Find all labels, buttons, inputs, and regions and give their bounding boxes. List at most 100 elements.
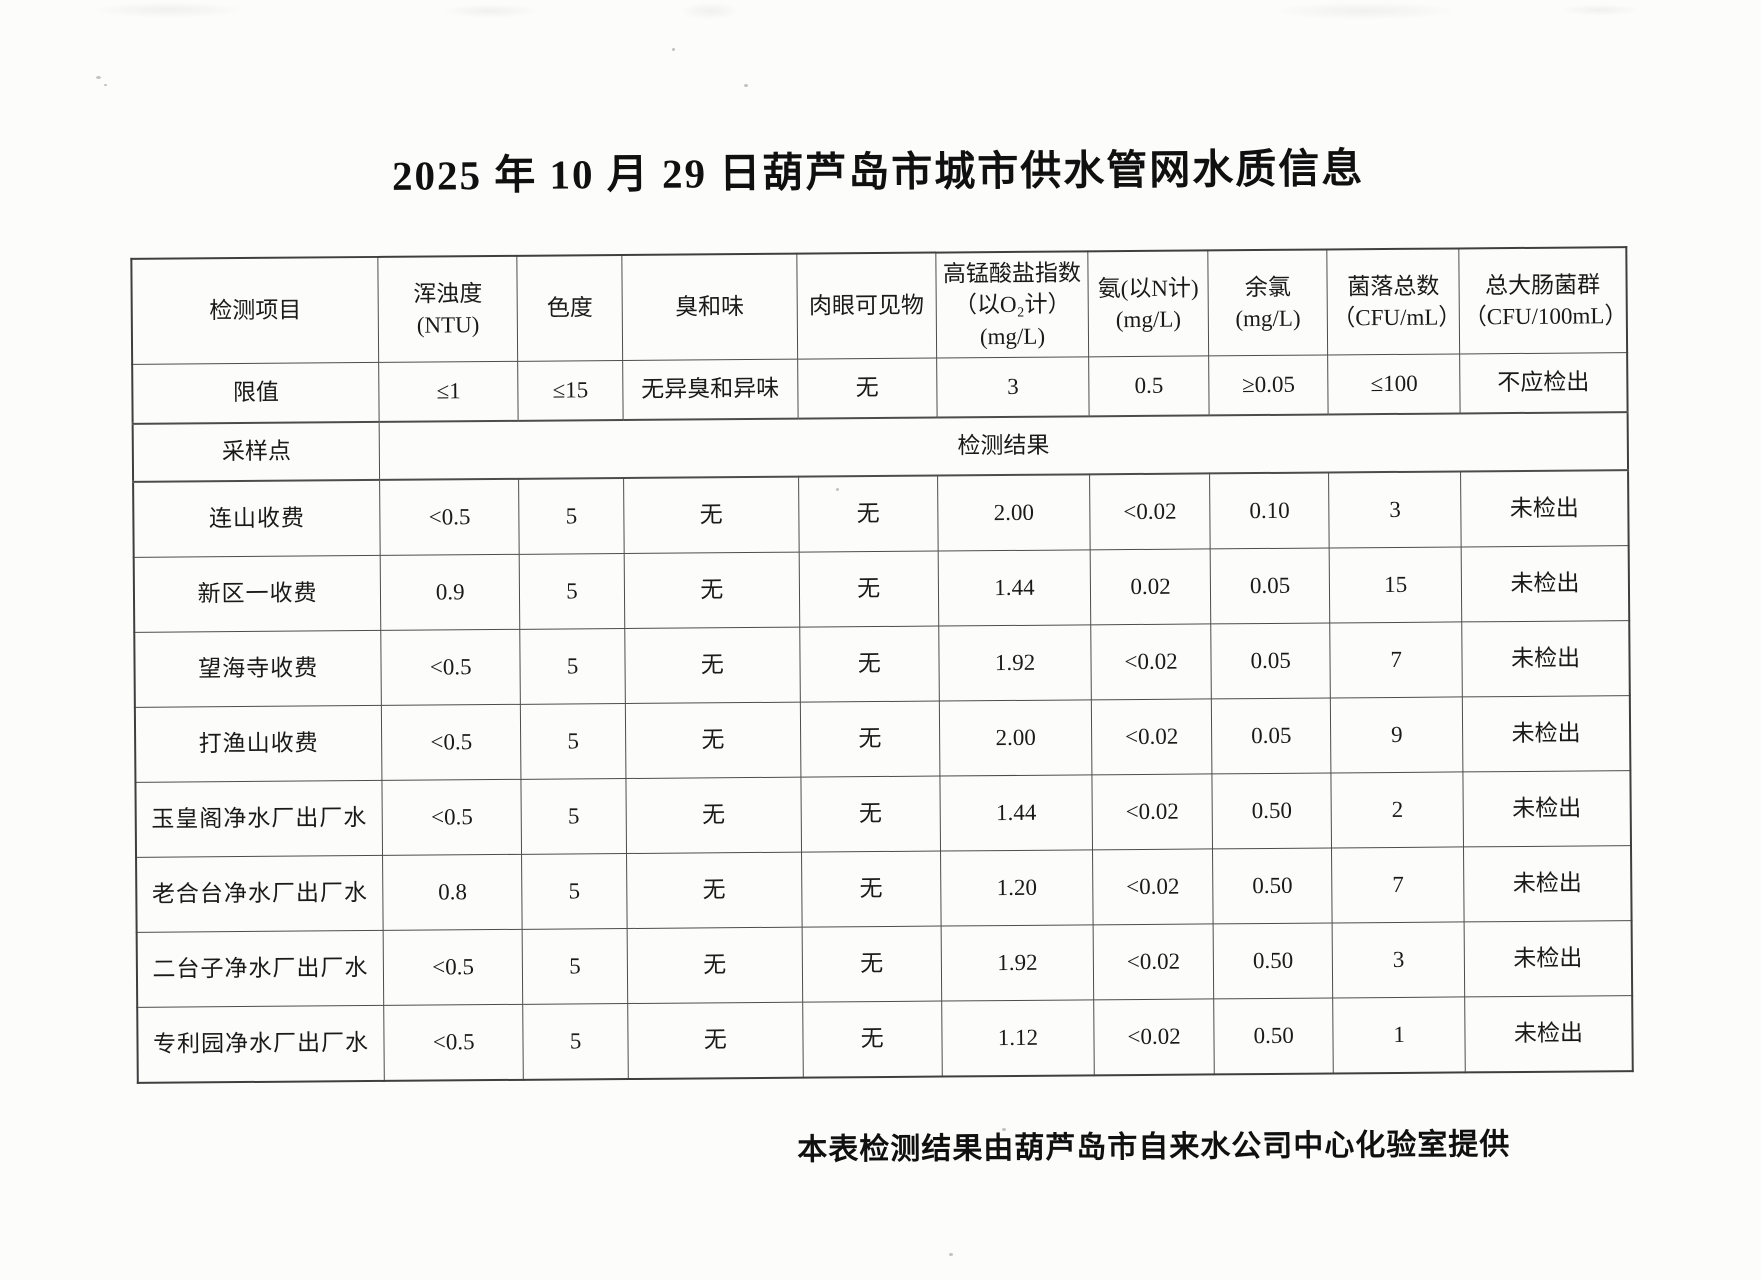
result-cell-7-8: 未检出 [1464,995,1633,1073]
result-cell-5-2: 无 [626,852,802,929]
table-row-7: 专利园净水厂出厂水 <0.5 5 无无 1.12 <0.02 0.50 1 未检出 [137,995,1633,1083]
header-cell-param-4: 高锰酸盐指数 （以O₂计） (mg/L) [935,251,1089,359]
header-cell-item: 检测项目 [131,256,379,365]
site-name: 望海寺收费 [134,630,382,708]
result-cell-1-8: 未检出 [1461,545,1630,622]
result-cell-3-0: <0.5 [381,704,522,781]
result-cell-0-0: <0.5 [379,478,520,556]
result-cell-0-8: 未检出 [1460,470,1629,547]
result-cell-7-3: 无 [802,1001,943,1078]
site-name: 连山收费 [133,479,381,558]
result-cell-5-5: <0.02 [1092,848,1213,925]
result-section-label: 检测结果 [379,412,1629,480]
table-row-4: 玉皇阁净水厂出厂水 <0.5 5 无无 1.44 <0.02 0.50 2 未检出 [135,770,1631,858]
result-cell-6-5: <0.02 [1093,923,1214,1000]
result-cell-2-1: 5 [519,628,626,705]
header-cell-param-3: 肉眼可见物 [796,252,937,360]
header-cell-param-2: 臭和味 [621,253,798,361]
table-row-3: 打渔山收费 <0.5 5 无无 2.00 <0.02 0.05 9 未检出 [134,695,1631,783]
table-header-row: 检测项目 浑浊度(NTU) 色度 臭和味 肉眼可见物 高锰酸盐指数 （以O₂计） (mg/L)… [131,247,1628,365]
result-cell-6-6: 0.50 [1212,922,1334,999]
page-title: 2025 年 10 月 29 日葫芦岛市城市供水管网水质信息 [391,145,1365,199]
limit-value-8: 不应检出 [1459,352,1628,414]
result-cell-2-3: 无 [799,626,940,703]
result-cell-0-1: 5 [518,478,625,555]
result-cell-2-7: 7 [1330,621,1463,698]
result-cell-3-3: 无 [800,701,940,778]
result-cell-1-3: 无 [798,551,939,628]
header-cell-param-5: 氨(以N计) (mg/L) [1088,250,1209,357]
result-cell-7-2: 无 [627,1002,804,1080]
result-cell-4-6: 0.50 [1211,772,1332,849]
result-cell-4-2: 无 [625,777,802,854]
result-cell-6-7: 3 [1332,921,1465,998]
table-row-0: 连山收费 <0.5 5 无无 2.00 <0.02 0.10 3 未检出 [133,470,1629,558]
limit-value-1: ≤15 [517,360,623,421]
result-cell-7-4: 1.12 [941,999,1095,1077]
result-cell-3-6: 0.05 [1211,697,1332,774]
result-cell-2-4: 1.92 [938,624,1092,702]
header-cell-param-6: 余氯 (mg/L) [1207,249,1329,356]
result-cell-0-5: <0.02 [1089,473,1211,550]
document-content: 2025 年 10 月 29 日葫芦岛市城市供水管网水质信息 检测项目 浑浊度(N… [130,145,1634,1167]
result-cell-6-4: 1.92 [940,924,1094,1002]
result-cell-7-6: 0.50 [1213,997,1334,1075]
result-cell-7-1: 5 [522,1003,629,1080]
result-cell-0-2: 无 [623,476,799,554]
result-cell-3-1: 5 [520,703,626,780]
result-cell-1-6: 0.05 [1210,547,1331,624]
table-row-2: 望海寺收费 <0.5 5 无无 1.92 <0.02 0.05 7 未检出 [134,620,1630,708]
result-cell-5-3: 无 [801,851,941,928]
result-cell-0-3: 无 [798,475,938,553]
result-cell-0-4: 2.00 [937,474,1091,552]
result-cell-3-4: 2.00 [939,699,1093,777]
result-cell-0-6: 0.10 [1209,472,1330,549]
result-cell-4-8: 未检出 [1462,770,1631,847]
sampling-row-label: 采样点 [132,421,380,482]
result-cell-4-3: 无 [800,776,941,853]
site-name: 专利园净水厂出厂水 [137,1005,385,1083]
result-cell-4-1: 5 [521,778,627,855]
water-quality-table: 检测项目 浑浊度(NTU) 色度 臭和味 肉眼可见物 高锰酸盐指数 （以O₂计） (mg/L)… [130,246,1634,1084]
result-cell-1-5: 0.02 [1090,548,1211,625]
table-body: 检测项目 浑浊度(NTU) 色度 臭和味 肉眼可见物 高锰酸盐指数 （以O₂计） (mg/L)… [131,247,1633,1083]
result-cell-6-2: 无 [626,927,803,1004]
footer-note: 本表检测结果由葫芦岛市自来水公司中心化验室提供 [797,1128,1511,1167]
limit-value-6: ≥0.05 [1208,354,1329,416]
result-cell-3-8: 未检出 [1462,695,1631,772]
result-cell-2-8: 未检出 [1461,620,1630,697]
result-cell-5-1: 5 [521,853,627,930]
result-cell-5-0: 0.8 [382,854,523,931]
header-cell-param-0: 浑浊度(NTU) [378,255,518,363]
result-cell-1-4: 1.44 [937,549,1092,627]
result-cell-5-4: 1.20 [940,849,1094,927]
result-cell-3-2: 无 [625,702,801,779]
header-cell-param-7: 菌落总数 （CFU/mL） [1327,248,1461,355]
result-cell-6-3: 无 [801,926,942,1003]
site-name: 打渔山收费 [134,705,383,783]
table-row-6: 二台子净水厂出厂水 <0.5 5 无无 1.92 <0.02 0.50 3 未检出 [136,920,1633,1008]
result-cell-6-0: <0.5 [383,929,523,1006]
limit-row-label: 限值 [132,362,380,424]
site-name: 新区一收费 [133,555,381,633]
result-cell-2-6: 0.05 [1210,622,1331,699]
result-cell-4-4: 1.44 [939,774,1093,852]
result-cell-1-0: 0.9 [380,554,520,631]
result-cell-1-7: 15 [1329,546,1462,623]
result-cell-6-8: 未检出 [1464,920,1633,997]
result-cell-2-2: 无 [624,627,801,704]
result-cell-4-7: 2 [1331,771,1464,848]
result-cell-0-7: 3 [1329,471,1462,548]
header-cell-param-1: 色度 [517,255,623,362]
scan-artifact [949,1253,953,1256]
result-cell-3-7: 9 [1330,696,1463,773]
site-name: 老合台净水厂出厂水 [136,855,384,933]
result-cell-3-5: <0.02 [1091,698,1212,775]
result-cell-1-1: 5 [519,553,625,630]
result-cell-2-5: <0.02 [1091,623,1212,700]
result-cell-4-5: <0.02 [1092,773,1213,850]
limit-value-3: 无 [797,358,937,419]
result-cell-5-7: 7 [1331,846,1465,923]
result-cell-6-1: 5 [522,928,628,1005]
